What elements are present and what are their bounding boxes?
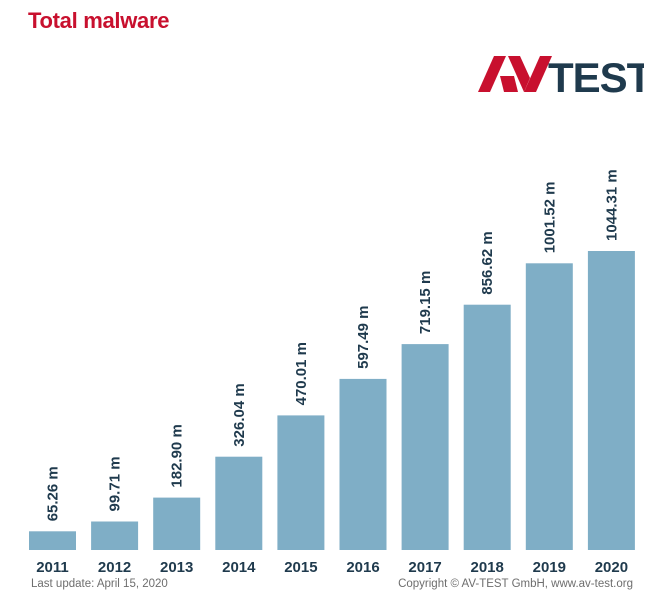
category-labels-group: 2011 2012 2013 2014 2015 2016 2017 2018 2019 2020 [36,559,628,576]
last-update-text: Last update: April 15, 2020 [31,578,168,590]
bars-group [29,251,635,550]
value-label-2012: 99.71 m [107,456,124,511]
category-label-2017: 2017 [408,559,441,576]
logo-av-mark [478,56,552,92]
av-test-logo: TEST [478,54,644,96]
value-label-2015: 470.01 m [293,342,310,405]
category-label-2013: 2013 [160,559,193,576]
category-label-2019: 2019 [533,559,566,576]
bar-2015 [277,415,325,550]
value-label-2019: 1001.52 m [541,182,558,254]
value-label-2018: 856.62 m [479,231,496,294]
bar-2012 [91,521,139,550]
category-label-2012: 2012 [98,559,131,576]
copyright-text: Copyright © AV-TEST GmbH, www.av-test.or… [398,578,633,590]
bar-2013 [153,497,201,550]
bar-2018 [463,304,511,550]
value-label-2011: 65.26 m [45,466,62,521]
bar-2011 [29,531,76,550]
value-label-2016: 597.49 m [355,306,372,369]
bar-2014 [215,456,263,550]
category-label-2014: 2014 [222,559,256,576]
value-label-2013: 182.90 m [169,424,186,487]
category-label-2016: 2016 [346,559,379,576]
bar-2016 [339,378,387,550]
bar-2019 [525,263,573,550]
value-label-2014: 326.04 m [231,383,248,446]
logo-test-text: TEST [548,54,644,96]
category-label-2011: 2011 [36,559,69,576]
bar-2020 [587,251,635,550]
category-label-2020: 2020 [595,559,628,576]
value-label-2017: 719.15 m [417,271,434,334]
bar-2017 [401,344,449,550]
value-label-2020: 1044.31 m [603,169,620,241]
category-label-2018: 2018 [471,559,504,576]
value-labels-group: 65.26 m 99.71 m 182.90 m 326.04 m 470.01 m 59… [45,169,621,521]
category-label-2015: 2015 [284,559,317,576]
chart-title: Total malware [28,8,170,33]
